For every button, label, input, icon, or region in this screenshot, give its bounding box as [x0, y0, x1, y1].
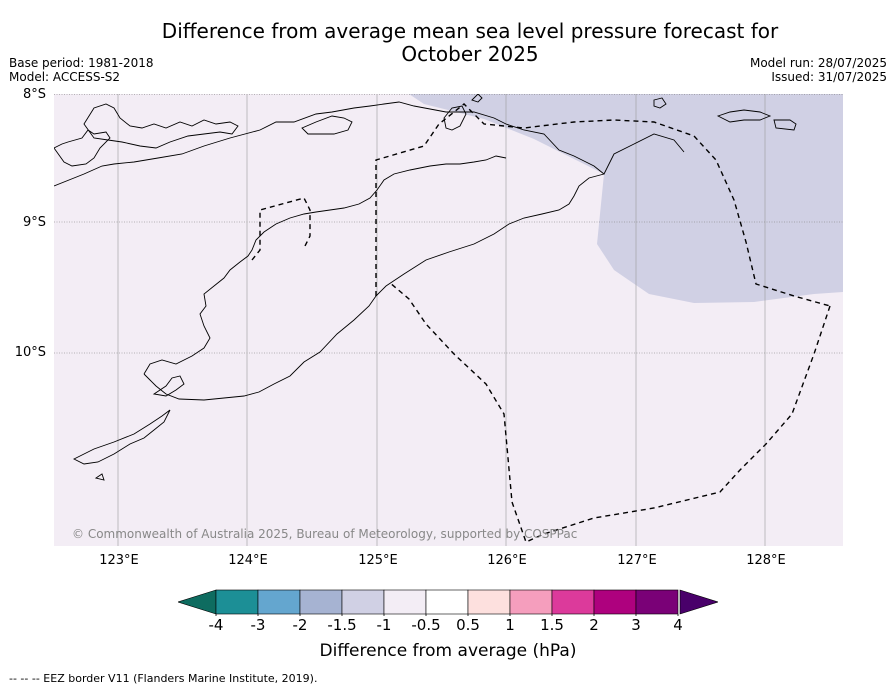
coast-alor: [301, 115, 353, 135]
eez-border-oecusse: [251, 197, 311, 261]
anomaly-region-lower: [409, 94, 843, 303]
colorbar-cell-10: [635, 589, 679, 615]
cb-tick-9: 2: [589, 616, 599, 634]
cb-tick-6: 0.5: [456, 616, 480, 634]
colorbar-cell-4: [383, 589, 427, 615]
colorbar-cell-6: [467, 589, 511, 615]
coast-islet-d: [471, 94, 483, 103]
meta-right: Model run: 28/07/2025 Issued: 31/07/2025: [750, 56, 887, 84]
lat-label-10s: 10°S: [14, 345, 46, 360]
coast-flores-1: [54, 129, 111, 167]
coast-timor-north: [54, 101, 685, 187]
lon-label-128e: 128°E: [746, 553, 786, 568]
lat-label-9s: 9°S: [22, 215, 46, 230]
coast-islet-b: [716, 109, 772, 123]
colorbar: [178, 589, 718, 616]
coast-islet-e: [94, 473, 105, 481]
coast-islet-c: [773, 119, 797, 131]
coast-small-island-1: [152, 375, 185, 397]
lat-label-8s: 8°S: [22, 87, 46, 102]
meridians: [117, 94, 766, 546]
chart-title: Difference from average mean sea level p…: [130, 20, 810, 66]
colorbar-cell-7: [509, 589, 553, 615]
eez-borders: [251, 103, 831, 543]
cb-tick-11: 4: [673, 616, 683, 634]
coast-islet-a: [653, 97, 667, 109]
coast-timor-west: [143, 155, 507, 375]
model-run: Model run: 28/07/2025: [749, 56, 887, 70]
colorbar-cell-3: [341, 589, 385, 615]
colorbar-label: Difference from average (hPa): [319, 641, 577, 661]
cb-tick-5: -0.5: [411, 616, 441, 634]
coast-small-island-2: [72, 409, 171, 465]
cb-tick-10: 3: [631, 616, 641, 634]
colorbar-over-arrow: [679, 589, 718, 615]
lon-label-126e: 126°E: [487, 553, 527, 568]
eez-footnote: -- -- -- EEZ border V11 (Flanders Marine…: [9, 672, 318, 685]
coast-timor-south: [143, 295, 377, 401]
coast-flores-2: [83, 103, 239, 149]
cb-tick-3: -1.5: [327, 616, 357, 634]
lon-label-124e: 124°E: [228, 553, 268, 568]
issued-date: Issued: 31/07/2025: [771, 70, 887, 84]
title-line-1: Difference from average mean sea level p…: [161, 19, 779, 43]
cb-tick-8: 1.5: [540, 616, 564, 634]
cb-tick-7: 1: [505, 616, 515, 634]
pressure-map: © Commonwealth of Australia 2025, Bureau…: [54, 94, 843, 546]
cb-tick-2: -2: [292, 616, 308, 634]
gridlines: [54, 94, 843, 354]
copyright-text: © Commonwealth of Australia 2025, Bureau…: [72, 527, 577, 541]
colorbar-cell-8: [551, 589, 595, 615]
lon-label-125e: 125°E: [358, 553, 398, 568]
coastlines: [54, 94, 797, 481]
cb-tick-1: -3: [250, 616, 266, 634]
colorbar-cell-9: [593, 589, 637, 615]
title-line-2: October 2025: [401, 42, 539, 66]
cb-tick-4: -1: [376, 616, 392, 634]
colorbar-cells: [215, 589, 679, 616]
lon-label-123e: 123°E: [99, 553, 139, 568]
colorbar-cell-5: [425, 589, 469, 615]
cb-tick-0: -4: [208, 616, 224, 634]
coast-timor-inner: [375, 173, 605, 297]
colorbar-under-arrow: [178, 589, 217, 615]
colorbar-cell-0: [215, 589, 259, 615]
colorbar-cell-1: [257, 589, 301, 615]
lon-label-127e: 127°E: [617, 553, 657, 568]
model-name: Model: ACCESS-S2: [9, 70, 121, 84]
eez-border-north: [375, 103, 831, 307]
base-period: Base period: 1981-2018: [9, 56, 154, 70]
coast-wetar-small: [443, 105, 467, 131]
meta-left: Base period: 1981-2018 Model: ACCESS-S2: [9, 56, 154, 84]
colorbar-cell-2: [299, 589, 343, 615]
